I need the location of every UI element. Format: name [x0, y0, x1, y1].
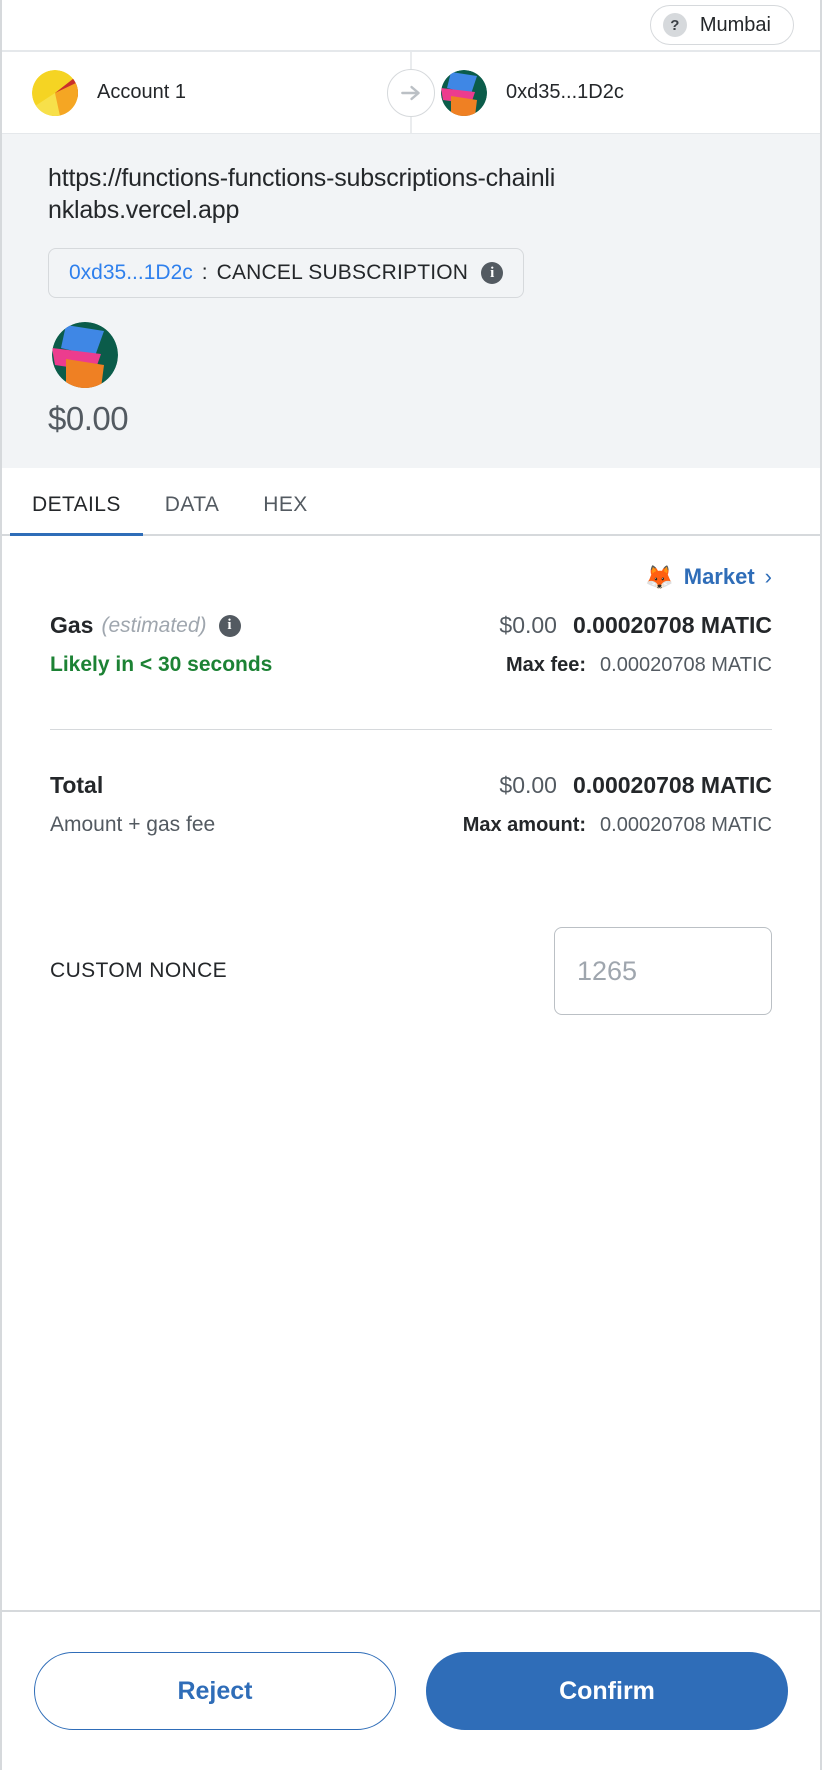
tab-details[interactable]: DETAILS	[10, 493, 143, 537]
sender-account[interactable]: Account 1	[2, 69, 411, 116]
gas-speed-estimate: Likely in < 30 seconds	[50, 653, 273, 676]
max-amount-group: Max amount: 0.00020708 MATIC	[463, 814, 772, 837]
amount-fiat-value: $0.00	[48, 400, 129, 437]
reject-button[interactable]: Reject	[34, 1652, 396, 1730]
recipient-avatar	[441, 69, 487, 116]
recipient-name: 0xd35...1D2c	[506, 81, 624, 103]
details-panel: 🦊 Market › Gas (estimated) i $0.00 0.000…	[2, 536, 820, 1610]
total-fiat-value: $0.00	[499, 772, 557, 798]
sender-avatar	[32, 69, 78, 116]
market-row: 🦊 Market ›	[50, 536, 772, 590]
gas-estimated-note: (estimated)	[101, 613, 207, 637]
gas-fee-row: Gas (estimated) i $0.00 0.00020708 MATIC	[50, 612, 772, 639]
max-amount-value: 0.00020708 MATIC	[600, 814, 772, 836]
total-label: Total	[50, 772, 104, 798]
gas-sub-row: Likely in < 30 seconds Max fee: 0.000207…	[50, 653, 772, 677]
total-description: Amount + gas fee	[50, 813, 216, 836]
info-icon[interactable]: i	[481, 262, 504, 284]
confirm-button[interactable]: Confirm	[426, 1652, 788, 1730]
contract-method-name: CANCEL SUBSCRIPTION	[216, 261, 469, 284]
origin-url: https://functions-functions-subscription…	[48, 164, 556, 224]
arrow-right-icon	[387, 68, 435, 117]
fox-icon: 🦊	[645, 563, 674, 590]
action-footer: Reject Confirm	[2, 1610, 820, 1770]
max-fee-value: 0.00020708 MATIC	[600, 654, 772, 676]
pill-separator: :	[201, 261, 208, 284]
max-fee-group: Max fee: 0.00020708 MATIC	[506, 654, 772, 677]
max-fee-label: Max fee:	[506, 654, 587, 676]
contract-method-pill[interactable]: 0xd35...1D2c : CANCEL SUBSCRIPTION i	[48, 248, 525, 298]
gas-label-group: Gas (estimated) i	[50, 612, 241, 639]
market-link[interactable]: 🦊 Market ›	[645, 564, 772, 590]
contract-address[interactable]: 0xd35...1D2c	[69, 261, 193, 284]
chevron-right-icon: ›	[764, 564, 772, 589]
total-native-value: 0.00020708 MATIC	[572, 772, 772, 798]
tab-hex[interactable]: HEX	[263, 493, 308, 516]
sender-name: Account 1	[97, 81, 186, 103]
amount-block: $0.00	[48, 322, 774, 438]
market-link-label: Market	[683, 564, 755, 589]
section-divider	[50, 729, 772, 730]
network-bar: ? Mumbai	[2, 0, 820, 52]
tab-data[interactable]: DATA	[164, 493, 220, 516]
total-sub-row: Amount + gas fee Max amount: 0.00020708 …	[50, 813, 772, 837]
total-values: $0.00 0.00020708 MATIC	[499, 772, 772, 799]
gas-label: Gas	[50, 612, 94, 638]
gas-native-value: 0.00020708 MATIC	[572, 612, 772, 638]
transfer-parties: Account 1 0xd35...1D2c	[2, 52, 820, 134]
gas-fiat-value: $0.00	[499, 612, 557, 638]
total-row: Total $0.00 0.00020708 MATIC	[50, 772, 772, 799]
origin-panel: https://functions-functions-subscription…	[2, 134, 820, 468]
custom-nonce-row: CUSTOM NONCE	[50, 927, 772, 1015]
custom-nonce-input[interactable]	[554, 927, 772, 1015]
network-selector[interactable]: ? Mumbai	[649, 5, 794, 45]
transfer-arrow	[387, 52, 435, 133]
info-icon[interactable]: i	[218, 614, 241, 637]
recipient-account[interactable]: 0xd35...1D2c	[411, 69, 820, 116]
tab-bar: DETAILS DATA HEX	[2, 468, 820, 537]
max-amount-label: Max amount:	[462, 814, 587, 836]
network-name: Mumbai	[699, 13, 771, 36]
question-mark-icon: ?	[662, 13, 687, 37]
custom-nonce-label: CUSTOM NONCE	[50, 959, 228, 982]
gas-values: $0.00 0.00020708 MATIC	[499, 612, 772, 639]
amount-token-avatar	[52, 322, 118, 388]
